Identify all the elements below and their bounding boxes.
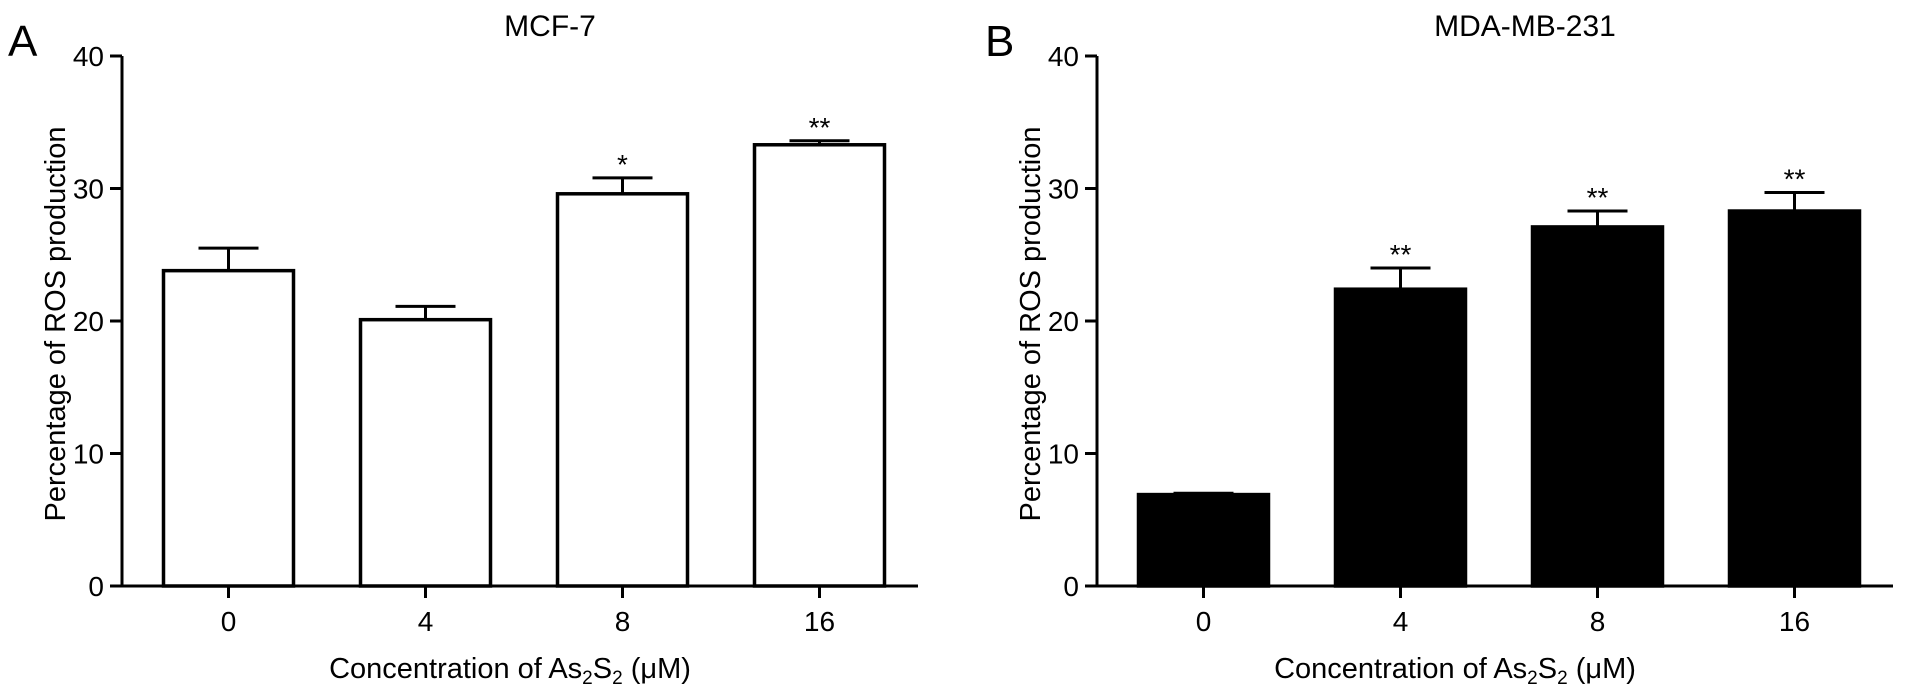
panel-a-y-tick-label: 30 — [73, 174, 104, 205]
panel-a-x-label-mid: S — [593, 653, 612, 685]
panel-b-significance-label: ** — [1587, 182, 1609, 213]
panel-a-x-tick-label: 0 — [221, 606, 237, 637]
panel-b-significance-label: ** — [1784, 163, 1806, 194]
panel-a-y-tick-label: 10 — [73, 439, 104, 470]
panel-b-title: MDA-MB-231 — [1434, 10, 1616, 43]
panel-b-bar — [1333, 287, 1468, 588]
panel-a-y-tick-label: 20 — [73, 306, 104, 337]
panel-b-y-tick-label: 40 — [1048, 41, 1079, 72]
panel-a-bar — [358, 317, 493, 588]
panel-b-bar — [1136, 492, 1271, 588]
panel-b-x-label-sub2: 2 — [1557, 668, 1568, 689]
panel-b-y-axis-label: Percentage of ROS production — [1015, 127, 1047, 522]
panel-b-x-tick-label: 0 — [1196, 606, 1212, 637]
panel-a-bar — [752, 143, 887, 588]
panel-a-bar — [555, 192, 690, 588]
panel-a-x-axis-label: Concentration of As2S2 (μM) — [329, 653, 691, 689]
panel-b-x-tick-label: 8 — [1590, 606, 1606, 637]
panel-b-x-label-pre: Concentration of As — [1274, 653, 1527, 685]
panel-b-y-tick-label: 30 — [1048, 174, 1079, 205]
panel-b-x-label-post: (μM) — [1568, 653, 1636, 685]
panel-a-y-tick-label: 40 — [73, 41, 104, 72]
panel-b-x-tick-label: 4 — [1393, 606, 1409, 637]
panel-a-y-axis-label: Percentage of ROS production — [40, 127, 72, 522]
panel-a-significance-label: ** — [809, 112, 831, 143]
panel-b-y-tick-label: 20 — [1048, 306, 1079, 337]
panel-b-bar — [1727, 209, 1862, 588]
panel-b-bar — [1530, 225, 1665, 588]
panel-a-x-label-post: (μM) — [623, 653, 691, 685]
panel-a-x-tick-label: 4 — [418, 606, 434, 637]
panel-a-x-tick-label: 16 — [804, 606, 835, 637]
panel-a-x-label-sub1: 2 — [582, 668, 593, 689]
panel-a-significance-label: * — [617, 149, 628, 180]
panel-b-x-label-mid: S — [1538, 653, 1557, 685]
panel-a: A MCF-7 Percentage of ROS production Con… — [8, 10, 918, 689]
panel-a-x-label-pre: Concentration of As — [329, 653, 582, 685]
panel-b-x-axis-label: Concentration of As2S2 (μM) — [1274, 653, 1636, 689]
panel-b-marks: 0 10 20 30 40 0 4 ** 8 ** 16 ** — [1048, 41, 1893, 637]
panel-a-marks: 0 10 20 30 40 0 4 8 * 16 ** — [73, 41, 918, 637]
panel-b-x-label-sub1: 2 — [1527, 668, 1538, 689]
panel-a-title: MCF-7 — [504, 10, 596, 43]
panel-b-y-tick-label: 0 — [1063, 571, 1079, 602]
panel-a-letter: A — [8, 17, 38, 66]
panel-a-x-tick-label: 8 — [615, 606, 631, 637]
panel-b-significance-label: ** — [1390, 239, 1412, 270]
panel-b-letter: B — [985, 17, 1014, 66]
panel-b-y-tick-label: 10 — [1048, 439, 1079, 470]
panel-a-y-tick-label: 0 — [88, 571, 104, 602]
panel-b: B MDA-MB-231 Percentage of ROS productio… — [985, 10, 1893, 689]
panel-b-x-tick-label: 16 — [1779, 606, 1810, 637]
panel-a-bar — [161, 268, 296, 588]
panel-a-x-label-sub2: 2 — [612, 668, 623, 689]
